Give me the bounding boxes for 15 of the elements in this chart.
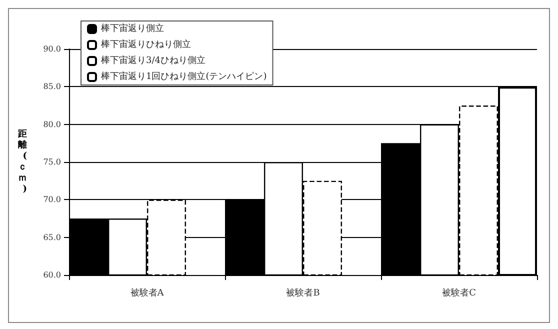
y-tick-label: 80.0: [43, 120, 61, 129]
y-tick-label: 85.0: [43, 82, 61, 92]
x-tick-label: 被験者B: [286, 288, 320, 298]
y-tick-label: 70.0: [43, 195, 61, 204]
y-tick-label: 65.0: [43, 232, 61, 242]
y-axis-title: 距離(ｃｍ): [17, 128, 27, 194]
x-tick-label: 被験者A: [130, 288, 164, 298]
legend-label: 棒下宙返り側立: [101, 23, 164, 34]
y-tick-label: 75.0: [43, 158, 61, 166]
y-tick-label: 60.0: [43, 270, 61, 280]
x-tick-label: 被験者C: [442, 288, 476, 298]
legend-label: 棒下宙返り3/4ひねり側立: [101, 55, 206, 66]
y-tick-label: 90.0: [43, 44, 61, 54]
legend-label: 棒下宙返り1回ひねり側立(テンハイピン): [101, 71, 267, 82]
legend-label: 棒下宙返りひねり側立: [101, 39, 191, 50]
